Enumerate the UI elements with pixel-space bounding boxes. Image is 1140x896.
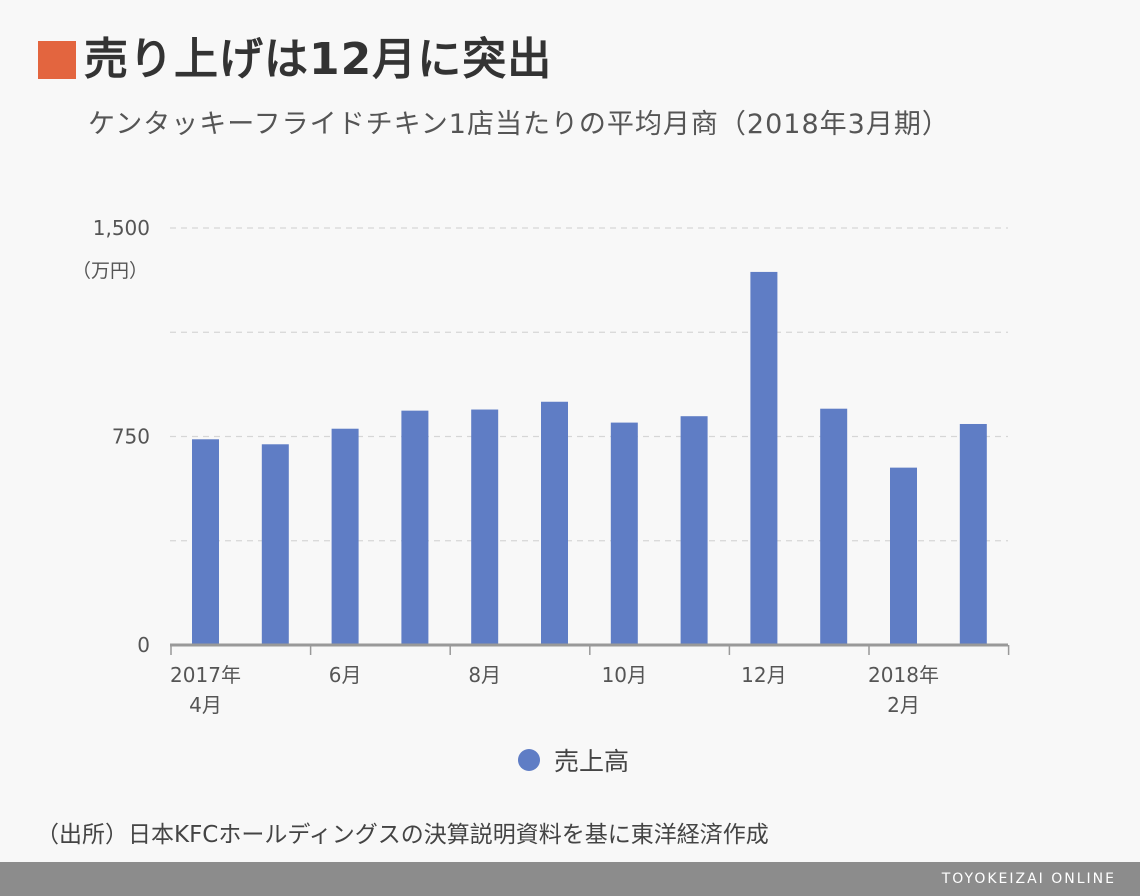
footer-bar: TOYOKEIZAI ONLINE bbox=[0, 862, 1140, 896]
x-tick-label: 2月 bbox=[887, 693, 920, 717]
x-tick-label: 10月 bbox=[602, 663, 647, 687]
y-tick-label: 1,500 bbox=[93, 216, 150, 240]
legend-marker bbox=[518, 749, 540, 771]
x-tick-label: 2018年 bbox=[868, 663, 939, 687]
bar bbox=[331, 428, 359, 645]
footer-brand: TOYOKEIZAI ONLINE bbox=[941, 871, 1116, 887]
bar-chart: 0 750 1,500 2017年 4月 6月 8月 10月 12月 2018年 2月 bbox=[93, 216, 1010, 717]
x-tick-label: 12月 bbox=[741, 663, 786, 687]
bar bbox=[471, 409, 499, 645]
bar bbox=[192, 439, 219, 645]
gridlines bbox=[170, 227, 1008, 542]
bar bbox=[680, 416, 708, 645]
chart-subtitle: ケンタッキーフライドチキン1店当たりの平均月商（2018年3月期） bbox=[88, 109, 950, 140]
bar bbox=[820, 408, 848, 645]
y-tick-label: 0 bbox=[137, 633, 150, 657]
bar bbox=[959, 423, 987, 645]
source-note: （出所）日本KFCホールディングスの決算説明資料を基に東洋経済作成 bbox=[36, 822, 769, 848]
x-tick-label: 8月 bbox=[468, 663, 501, 687]
y-axis-unit-label: （万円） bbox=[72, 260, 149, 282]
x-tick-label: 6月 bbox=[329, 663, 362, 687]
bar bbox=[610, 422, 638, 645]
legend-label: 売上高 bbox=[554, 747, 630, 776]
x-tick-label: 2017年 bbox=[170, 663, 241, 687]
bars bbox=[192, 271, 987, 645]
legend: 売上高 bbox=[518, 742, 629, 778]
title-accent-square bbox=[38, 41, 76, 79]
y-tick-label: 750 bbox=[112, 425, 150, 449]
x-axis-ticks: 2017年 4月 6月 8月 10月 12月 2018年 2月 bbox=[170, 663, 939, 717]
title-row: 売り上げは12月に突出 bbox=[38, 30, 552, 90]
y-axis-ticks: 0 750 1,500 bbox=[93, 216, 150, 657]
bar bbox=[261, 444, 289, 645]
bar bbox=[750, 271, 778, 645]
bar bbox=[401, 410, 429, 645]
bar bbox=[890, 467, 917, 645]
bar bbox=[541, 401, 568, 645]
page-title: 売り上げは12月に突出 bbox=[84, 34, 553, 85]
x-tick-label: 4月 bbox=[189, 693, 222, 717]
x-axis bbox=[170, 643, 1010, 655]
